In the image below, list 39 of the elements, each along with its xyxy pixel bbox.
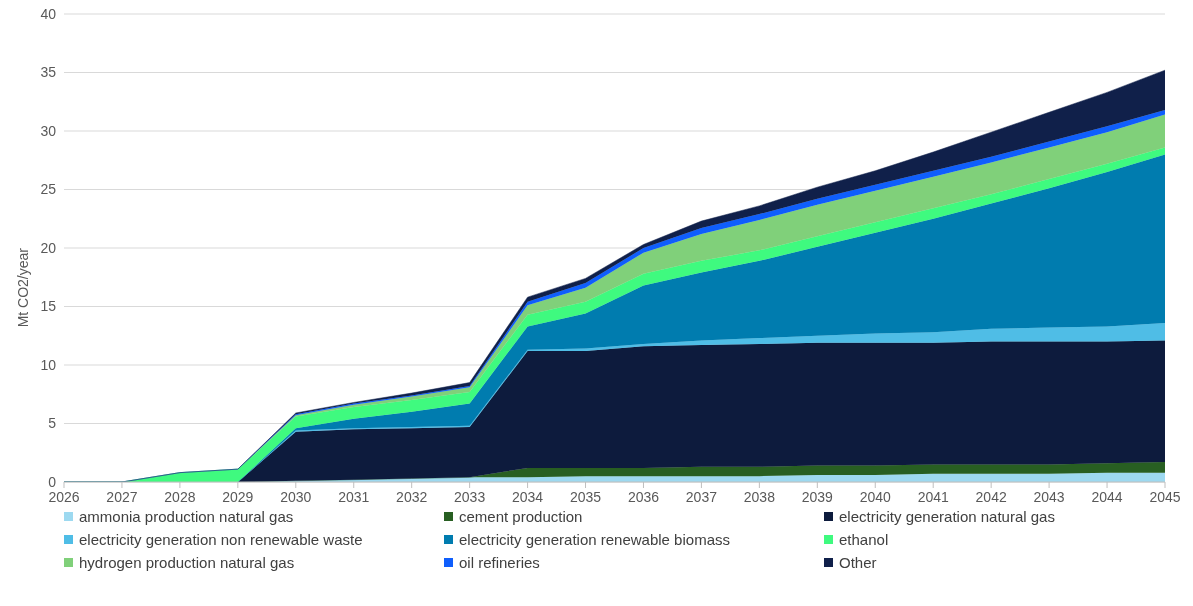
x-tick-label: 2029 bbox=[222, 488, 254, 505]
x-tick-label: 2030 bbox=[280, 488, 312, 505]
y-tick-label: 35 bbox=[40, 64, 57, 81]
x-tick-label: 2041 bbox=[917, 488, 949, 505]
y-tick-label: 25 bbox=[40, 181, 57, 198]
x-tick-label: 2038 bbox=[743, 488, 776, 505]
x-tick-label: 2034 bbox=[512, 488, 544, 505]
x-tick-label: 2043 bbox=[1033, 488, 1065, 505]
x-tick-label: 2035 bbox=[569, 488, 602, 505]
y-tick-label: 5 bbox=[48, 415, 57, 432]
legend-label: ethanol bbox=[839, 531, 889, 548]
x-tick-label: 2044 bbox=[1091, 488, 1123, 505]
x-tick-label: 2027 bbox=[106, 488, 138, 505]
x-tick-label: 2042 bbox=[975, 488, 1007, 505]
legend-label: Other bbox=[839, 554, 877, 571]
y-tick-label: 30 bbox=[40, 122, 57, 139]
y-tick-label: 10 bbox=[40, 356, 57, 373]
legend-label: oil refineries bbox=[459, 554, 540, 571]
legend-label: electricity generation renewable biomass bbox=[459, 531, 730, 548]
x-tick-label: 2039 bbox=[801, 488, 834, 505]
legend-label: hydrogen production natural gas bbox=[79, 554, 295, 571]
x-tick-label: 2040 bbox=[859, 488, 892, 505]
x-tick-label: 2045 bbox=[1149, 488, 1181, 505]
legend-label: cement production bbox=[459, 508, 583, 525]
x-tick-label: 2036 bbox=[627, 488, 660, 505]
legend-label: ammonia production natural gas bbox=[79, 508, 294, 525]
x-tick-label: 2037 bbox=[685, 488, 718, 505]
legend-label: electricity generation natural gas bbox=[839, 508, 1055, 525]
y-tick-label: 15 bbox=[40, 298, 57, 315]
x-tick-label: 2026 bbox=[48, 488, 80, 505]
x-tick-label: 2033 bbox=[454, 488, 486, 505]
x-tick-label: 2031 bbox=[338, 488, 370, 505]
x-tick-label: 2028 bbox=[164, 488, 196, 505]
y-tick-label: 40 bbox=[40, 5, 57, 22]
y-tick-label: 0 bbox=[48, 473, 57, 490]
x-tick-label: 2032 bbox=[396, 488, 428, 505]
y-axis-title: Mt CO2/year bbox=[14, 247, 31, 328]
y-tick-label: 20 bbox=[40, 239, 57, 256]
legend-label: electricity generation non renewable waste bbox=[79, 531, 363, 548]
